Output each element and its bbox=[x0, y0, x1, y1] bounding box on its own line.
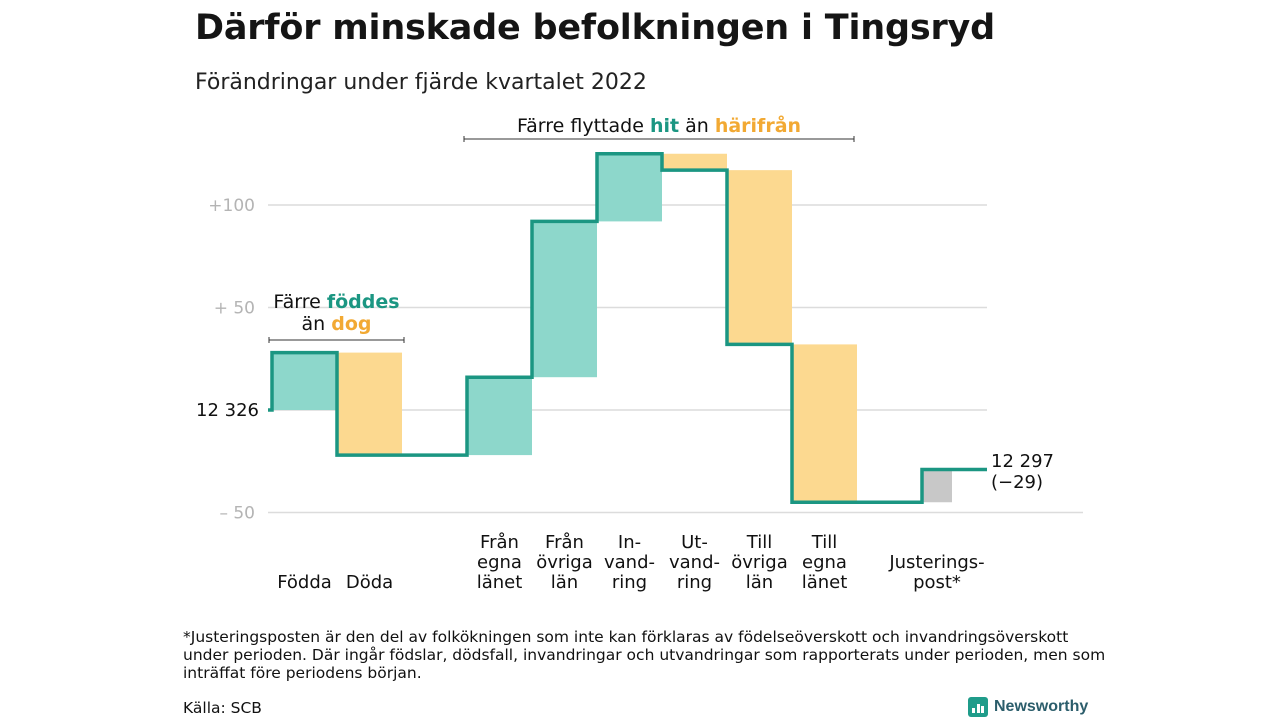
x-category-label: Från bbox=[545, 532, 584, 553]
bar-till-egna-länet bbox=[792, 344, 857, 503]
bar-invandring bbox=[597, 153, 662, 222]
running-total-line bbox=[268, 152, 987, 504]
newsworthy-logo-icon bbox=[968, 697, 988, 717]
x-category-label: post* bbox=[913, 572, 961, 593]
x-category-label: Ut- bbox=[681, 532, 708, 553]
y-tick-label: +100 bbox=[208, 196, 255, 216]
x-category-label: Justerings- bbox=[888, 552, 984, 573]
x-category-label: Till bbox=[746, 532, 772, 553]
x-category-label: län bbox=[746, 572, 773, 593]
x-category-label: ring bbox=[612, 572, 647, 593]
births-annotation: Färre föddes bbox=[273, 291, 399, 313]
start-value-label: 12 326 bbox=[196, 400, 259, 421]
brand: Newsworthy bbox=[968, 697, 1088, 717]
end-change-label: (−29) bbox=[991, 472, 1043, 493]
bar-födda bbox=[272, 352, 337, 410]
bar-från-egna-länet bbox=[467, 377, 532, 456]
chart-title: Därför minskade befolkningen i Tingsryd bbox=[195, 8, 995, 48]
x-category-label: In- bbox=[618, 532, 641, 553]
bar-till-övriga-län bbox=[727, 170, 792, 345]
footnote: *Justeringsposten är den del av folkökni… bbox=[183, 628, 1106, 682]
moves-annotation: Färre flyttade hit än härifrån bbox=[517, 113, 801, 137]
x-category-label: Födda bbox=[277, 572, 332, 593]
source: Källa: SCB bbox=[183, 699, 262, 717]
births-annotation: än dog bbox=[302, 313, 372, 335]
x-category-label: övriga bbox=[536, 552, 593, 573]
y-tick-label: – 50 bbox=[219, 504, 255, 524]
bar-justeringspost- bbox=[922, 469, 952, 503]
x-category-label: länet bbox=[477, 572, 523, 593]
x-category-label: egna bbox=[802, 552, 847, 573]
bar-från-övriga-län bbox=[532, 221, 597, 378]
x-category-label: länet bbox=[802, 572, 848, 593]
x-category-label: egna bbox=[477, 552, 522, 573]
brand-name: Newsworthy bbox=[994, 698, 1089, 715]
x-category-label: län bbox=[551, 572, 578, 593]
bar-döda bbox=[337, 352, 402, 456]
x-category-label: Döda bbox=[346, 572, 393, 593]
bar-utvandring bbox=[662, 153, 727, 171]
x-category-label: övriga bbox=[731, 552, 788, 573]
x-category-label: Till bbox=[811, 532, 837, 553]
x-category-label: ring bbox=[677, 572, 712, 593]
x-category-label: vand- bbox=[669, 552, 720, 573]
end-value-label: 12 297 bbox=[991, 451, 1054, 472]
chart-subtitle: Förändringar under fjärde kvartalet 2022 bbox=[195, 70, 647, 95]
x-category-label: vand- bbox=[604, 552, 655, 573]
y-tick-label: + 50 bbox=[214, 299, 255, 319]
x-category-label: Från bbox=[480, 532, 519, 553]
